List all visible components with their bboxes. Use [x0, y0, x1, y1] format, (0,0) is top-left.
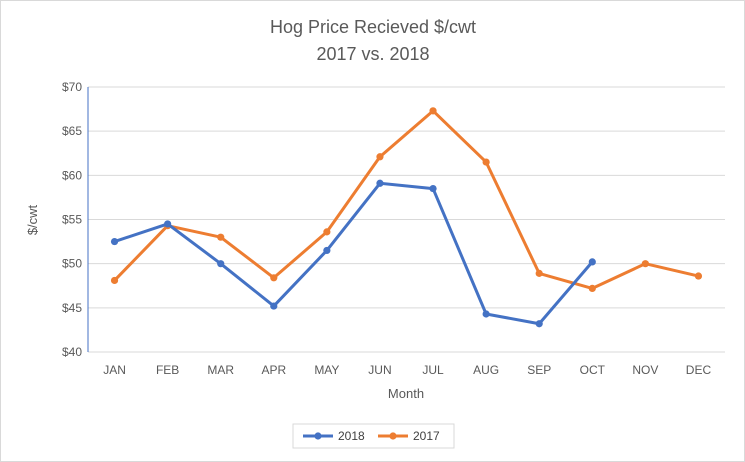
legend-item-2018: 2018 [303, 429, 365, 443]
legend-label: 2017 [413, 429, 440, 443]
data-point [217, 233, 225, 241]
x-tick-label: SEP [527, 363, 551, 377]
y-tick-label: $45 [62, 301, 82, 315]
x-tick-label: MAR [207, 363, 234, 377]
x-tick-label: OCT [580, 363, 606, 377]
data-point [535, 320, 543, 328]
series-layer [110, 107, 703, 328]
series-2018 [110, 179, 596, 328]
x-tick-label: MAY [314, 363, 339, 377]
x-tick-label: FEB [156, 363, 179, 377]
data-point [323, 246, 331, 255]
data-point [376, 179, 384, 187]
series-line [113, 109, 700, 290]
data-point [482, 310, 490, 318]
legend-box [292, 423, 455, 449]
data-point [535, 269, 543, 277]
y-tick-label: $50 [62, 257, 82, 271]
data-point [110, 237, 119, 246]
data-point [429, 184, 437, 193]
data-point [429, 107, 437, 115]
chart-subtitle: 2017 vs. 2018 [316, 44, 429, 64]
data-point [164, 220, 172, 228]
y-tick-label: $40 [62, 345, 82, 359]
x-tick-label: JAN [103, 363, 126, 377]
x-axis-title: Month [388, 386, 424, 401]
x-tick-label: DEC [686, 363, 712, 377]
legend-label: 2018 [338, 429, 365, 443]
y-tick-label: $60 [62, 168, 82, 182]
y-tick-label: $55 [62, 213, 82, 227]
data-point [641, 260, 649, 268]
y-axis-tick-labels: $40 $45 $50 $55 $60 $65 $70 [62, 80, 82, 359]
data-point [270, 302, 278, 310]
data-point [217, 260, 225, 268]
x-axis-tick-labels: JAN FEB MAR APR MAY JUN JUL AUG SEP OCT NOV DEC [103, 363, 711, 377]
legend-item-2017: 2017 [378, 429, 440, 443]
data-point [588, 284, 596, 292]
data-point [323, 228, 331, 236]
x-tick-label: AUG [473, 363, 499, 377]
data-point [376, 153, 384, 161]
data-point [588, 258, 596, 266]
y-tick-label: $65 [62, 124, 82, 138]
data-point [270, 274, 278, 282]
data-point [110, 276, 119, 285]
x-tick-label: APR [261, 363, 286, 377]
x-tick-label: JUL [422, 363, 444, 377]
chart-title: Hog Price Recieved $/cwt [270, 17, 476, 37]
legend-marker [314, 432, 322, 440]
y-tick-label: $70 [62, 80, 82, 94]
gridlines [88, 86, 725, 353]
y-axis-title: $/cwt [25, 204, 40, 235]
legend: 2018 2017 [292, 423, 455, 449]
data-point [694, 272, 703, 280]
data-point [482, 158, 490, 166]
legend-marker [389, 432, 397, 440]
x-tick-label: NOV [632, 363, 658, 377]
series-2017 [110, 107, 703, 292]
x-tick-label: JUN [368, 363, 391, 377]
series-line [113, 181, 594, 326]
